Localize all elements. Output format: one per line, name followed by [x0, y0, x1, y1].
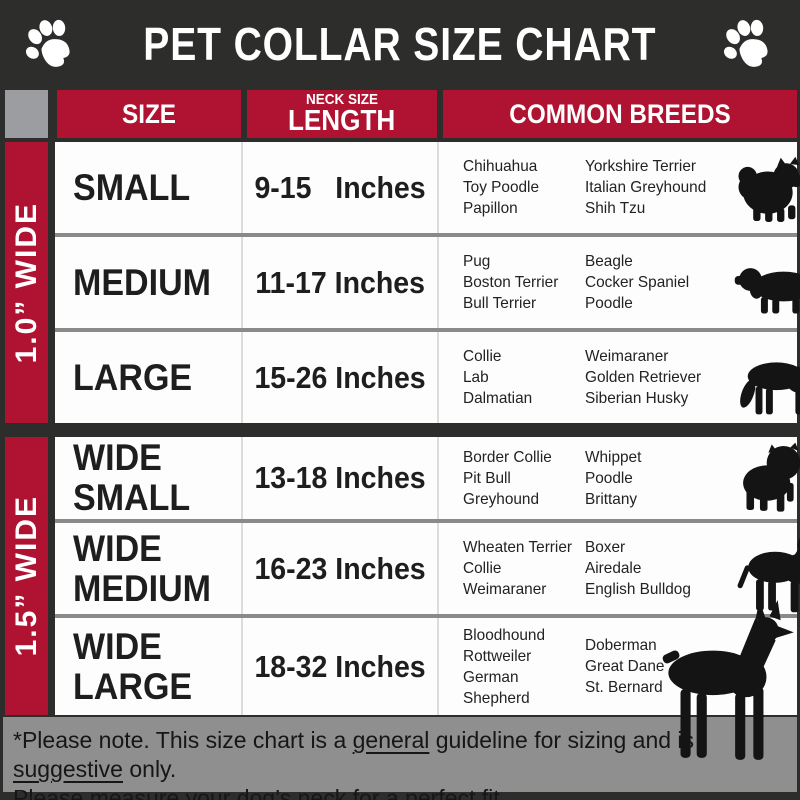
bulldog-silhouette-icon: [743, 442, 800, 512]
length-value: 13-18 Inches: [254, 460, 426, 495]
doberman-silhouette-icon: [662, 600, 794, 760]
section-band-1-5-inch-wide: 1.5” WIDE: [5, 437, 48, 715]
size-label: LARGE: [73, 356, 193, 398]
dog-image-slot: [733, 524, 800, 614]
breeds-list-2: Yorkshire Terrier Italian Greyhound Shih…: [585, 158, 707, 217]
shepherd-silhouette-icon: [740, 361, 800, 414]
dog-image-slot: [733, 439, 800, 517]
header-corner-cell: [5, 90, 48, 138]
section-band-1-inch-wide: 1.0” WIDE: [5, 142, 48, 423]
breeds-list-1: Border Collie Pit Bull Greyhound: [463, 448, 552, 508]
size-label: MEDIUM: [73, 261, 212, 303]
breeds-list-2: Weimaraner Golden Retriever Siberian Hus…: [585, 348, 702, 407]
paw-print-icon: [723, 19, 768, 67]
dog-image-slot: [733, 152, 800, 224]
breeds-cell: Border Collie Pit Bull Greyhound Whippet…: [439, 437, 800, 519]
page-title: PET COLLAR SIZE CHART: [143, 18, 657, 70]
footer-note-line2: Please measure your dog’s neck for a per…: [13, 785, 500, 800]
length-cell: 13-18 Inches: [243, 437, 439, 519]
size-header-label: SIZE: [121, 98, 176, 129]
size-label: SMALL: [73, 166, 191, 208]
size-cell: MEDIUM: [55, 237, 243, 328]
length-value: 11-17 Inches: [255, 264, 425, 300]
size-cell: LARGE: [55, 332, 243, 423]
row-divider: [55, 233, 797, 237]
table-row-medium: MEDIUM 11-17 Inches Pug Boston Terrier B…: [55, 237, 800, 328]
row-divider: [55, 519, 797, 523]
breeds-cell: Wheaten Terrier Collie Weimaraner Boxer …: [439, 523, 800, 614]
breeds-list-2: Beagle Cocker Spaniel Poodle: [585, 253, 690, 312]
dog-image-slot: [733, 248, 800, 318]
table-row-wide-medium: WIDE MEDIUM 16-23 Inches Wheaten Terrier…: [55, 523, 800, 614]
table-row-large: LARGE 15-26 Inches Collie Lab Dalmatian …: [55, 332, 800, 423]
paw-print-icon: [25, 19, 70, 67]
breeds-cell: Bloodhound Rottweiler German Shepherd Do…: [439, 618, 797, 715]
neck-size-header-label: NECK SIZE: [305, 91, 378, 108]
breeds-cell: Pug Boston Terrier Bull Terrier Beagle C…: [439, 237, 800, 328]
size-cell: WIDE MEDIUM: [55, 523, 243, 614]
length-value: 15-26 Inches: [254, 359, 426, 395]
breeds-list-1: Wheaten Terrier Collie Weimaraner: [463, 539, 572, 598]
size-label: WIDE SMALL: [73, 437, 191, 518]
column-header-size: SIZE: [57, 90, 241, 138]
title-bar: [0, 0, 800, 90]
breeds-list-2: Whippet Poodle Brittany: [585, 448, 642, 508]
length-cell: 11-17 Inches: [243, 237, 439, 328]
size-cell: WIDE LARGE: [55, 618, 243, 715]
common-breeds-header-label: COMMON BREEDS: [509, 98, 731, 129]
breeds-list-1: Bloodhound Rottweiler German Shepherd: [463, 626, 546, 707]
size-cell: SMALL: [55, 142, 243, 233]
length-value: 18-32 Inches: [254, 648, 426, 684]
breeds-list-1: Collie Lab Dalmatian: [463, 348, 533, 407]
footer-note-line1: *Please note. This size chart is a gener…: [13, 727, 695, 782]
breeds-list-1: Chihuahua Toy Poodle Papillon: [463, 158, 540, 217]
size-label: WIDE LARGE: [73, 625, 193, 707]
pitbull-silhouette-icon: [737, 537, 800, 612]
breeds-list-2: Doberman Great Dane St. Bernard: [585, 637, 665, 696]
breeds-list-2: Boxer Airedale English Bulldog: [585, 539, 691, 598]
spaniel-silhouette-icon: [734, 267, 800, 314]
width-label-1-5: 1.5” WIDE: [9, 495, 43, 657]
column-header-length: NECK SIZE LENGTH: [247, 90, 437, 138]
row-divider: [55, 614, 797, 618]
length-cell: 15-26 Inches: [243, 332, 439, 423]
width-label-1-0: 1.0” WIDE: [9, 201, 43, 364]
dog-image-slot: [733, 338, 800, 418]
pomeranian-silhouette-icon: [738, 156, 800, 222]
breeds-cell: Chihuahua Toy Poodle Papillon Yorkshire …: [439, 142, 800, 233]
size-label: WIDE MEDIUM: [73, 527, 212, 609]
table-row-small: SMALL 9-15 Inches Chihuahua Toy Poodle P…: [55, 142, 800, 233]
length-header-label: LENGTH: [288, 105, 396, 137]
column-header-common-breeds: COMMON BREEDS: [443, 90, 797, 138]
row-divider: [55, 328, 797, 332]
length-cell: 18-32 Inches: [243, 618, 439, 715]
table-row-wide-small: WIDE SMALL 13-18 Inches Border Collie Pi…: [55, 437, 800, 519]
breeds-list-1: Pug Boston Terrier Bull Terrier: [463, 253, 559, 312]
length-value: 16-23 Inches: [254, 550, 426, 586]
length-cell: 9-15 Inches: [243, 142, 439, 233]
size-cell: WIDE SMALL: [55, 437, 243, 519]
length-value: 9-15 Inches: [254, 169, 426, 205]
footer-note: *Please note. This size chart is a gener…: [3, 717, 797, 800]
length-cell: 16-23 Inches: [243, 523, 439, 614]
breeds-cell: Collie Lab Dalmatian Weimaraner Golden R…: [439, 332, 800, 423]
